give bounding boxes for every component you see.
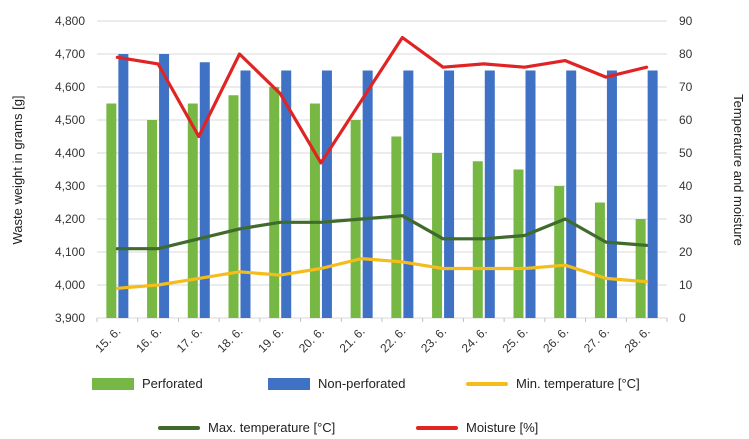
bar-perforated [513,169,524,318]
bar-perforated [391,136,402,318]
legend-perforated-label: Perforated [142,376,203,391]
legend-min-temperature: Min. temperature [°C] [466,376,640,391]
legend-moisture: Moisture [%] [416,420,538,435]
line-series-group [115,35,649,290]
y-tick-label: 4,200 [55,212,85,226]
left-axis-ticks: 3,900 4,000 4,100 4,200 4,300 4,400 4,500 4,600… [55,14,85,325]
bar-non-perforated [118,54,129,318]
y-axis-title: Waste weight in grams [g] [10,95,25,244]
combo-chart: 3,900 4,000 4,100 4,200 4,300 4,400 4,500 4,600… [10,14,746,355]
legend-non-perforated-swatch [268,377,310,390]
bar-non-perforated [444,70,455,318]
y-tick-label: 4,500 [55,113,85,127]
y-tick-label: 4,100 [55,245,85,259]
y-tick-label: 4,800 [55,14,85,28]
bar-non-perforated [362,70,373,318]
x-tick-label: 23. 6. [418,324,449,355]
x-tick-label: 28. 6. [622,324,653,355]
y2-tick-label: 40 [679,179,693,193]
x-tick-label: 26. 6. [540,324,571,355]
legend-max-temperature: Max. temperature [°C] [158,420,335,435]
bar-non-perforated [606,70,617,318]
bar-perforated [554,186,565,318]
right-axis-ticks: 0 10 20 30 40 50 60 70 80 90 [679,14,693,325]
legend-perforated-swatch [92,377,134,390]
bar-perforated [309,103,320,318]
legend-min-temperature-swatch [466,381,508,386]
line-max-temperature [115,214,649,251]
y-tick-label: 4,700 [55,47,85,61]
y2-tick-label: 0 [679,311,686,325]
y-tick-label: 3,900 [55,311,85,325]
bar-non-perforated [281,70,292,318]
y2-tick-label: 20 [679,245,693,259]
bar-non-perforated [525,70,536,318]
bar-non-perforated [199,62,210,318]
x-tick-label: 24. 6. [459,324,490,355]
bar-non-perforated [321,70,332,318]
bar-non-perforated [647,70,658,318]
bar-perforated [147,120,158,318]
x-tick-label: 21. 6. [337,324,368,355]
bar-non-perforated [240,70,251,318]
y-tick-label: 4,000 [55,278,85,292]
x-tick-label: 16. 6. [133,324,164,355]
legend-max-temperature-label: Max. temperature [°C] [208,420,336,435]
legend-moisture-label: Moisture [%] [466,420,539,435]
x-tick-label: 18. 6. [214,324,245,355]
line-moisture [115,35,649,165]
legend-non-perforated-label: Non-perforated [318,376,406,391]
y2-tick-label: 80 [679,47,693,61]
y2-tick-label: 30 [679,212,693,226]
bar-perforated [187,103,198,318]
x-axis-ticks: 15. 6. 16. 6. 17. 6. 18. 6. 19. 6. 20. 6. 21. … [92,318,668,355]
bar-non-perforated [159,54,170,318]
y-tick-label: 4,600 [55,80,85,94]
y2-tick-label: 60 [679,113,693,127]
legend-max-temperature-swatch [158,425,200,430]
y-tick-label: 4,300 [55,179,85,193]
bar-perforated [269,87,280,318]
y2-tick-label: 90 [679,14,693,28]
legend-moisture-swatch [416,425,458,430]
x-tick-label: 27. 6. [581,324,612,355]
legend-min-temperature-label: Min. temperature [°C] [516,376,640,391]
y-tick-label: 4,400 [55,146,85,160]
line-min-temperature [115,257,649,290]
x-tick-label: 22. 6. [377,324,408,355]
x-tick-label: 17. 6. [174,324,205,355]
bar-perforated [228,95,239,318]
x-tick-label: 25. 6. [499,324,530,355]
bar-perforated [594,202,605,318]
bar-perforated [635,219,646,318]
bar-non-perforated [566,70,577,318]
x-tick-label: 20. 6. [296,324,327,355]
legend-perforated: Perforated [92,376,203,391]
y2-tick-label: 50 [679,146,693,160]
bar-non-perforated [484,70,495,318]
bar-non-perforated [403,70,414,318]
x-tick-label: 19. 6. [255,324,286,355]
y2-tick-label: 70 [679,80,693,94]
y2-axis-title: Temperature and moisture [731,94,746,246]
x-tick-label: 15. 6. [92,324,123,355]
legend-non-perforated: Non-perforated [268,376,405,391]
y2-tick-label: 10 [679,278,693,292]
bar-perforated [106,103,117,318]
